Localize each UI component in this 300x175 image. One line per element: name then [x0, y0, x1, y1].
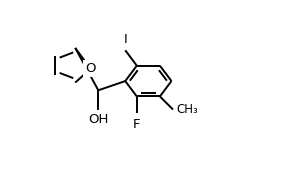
Text: F: F: [133, 118, 141, 131]
Text: O: O: [85, 62, 96, 75]
Text: CH₃: CH₃: [177, 103, 199, 116]
Text: OH: OH: [88, 113, 109, 126]
Text: I: I: [123, 33, 127, 46]
